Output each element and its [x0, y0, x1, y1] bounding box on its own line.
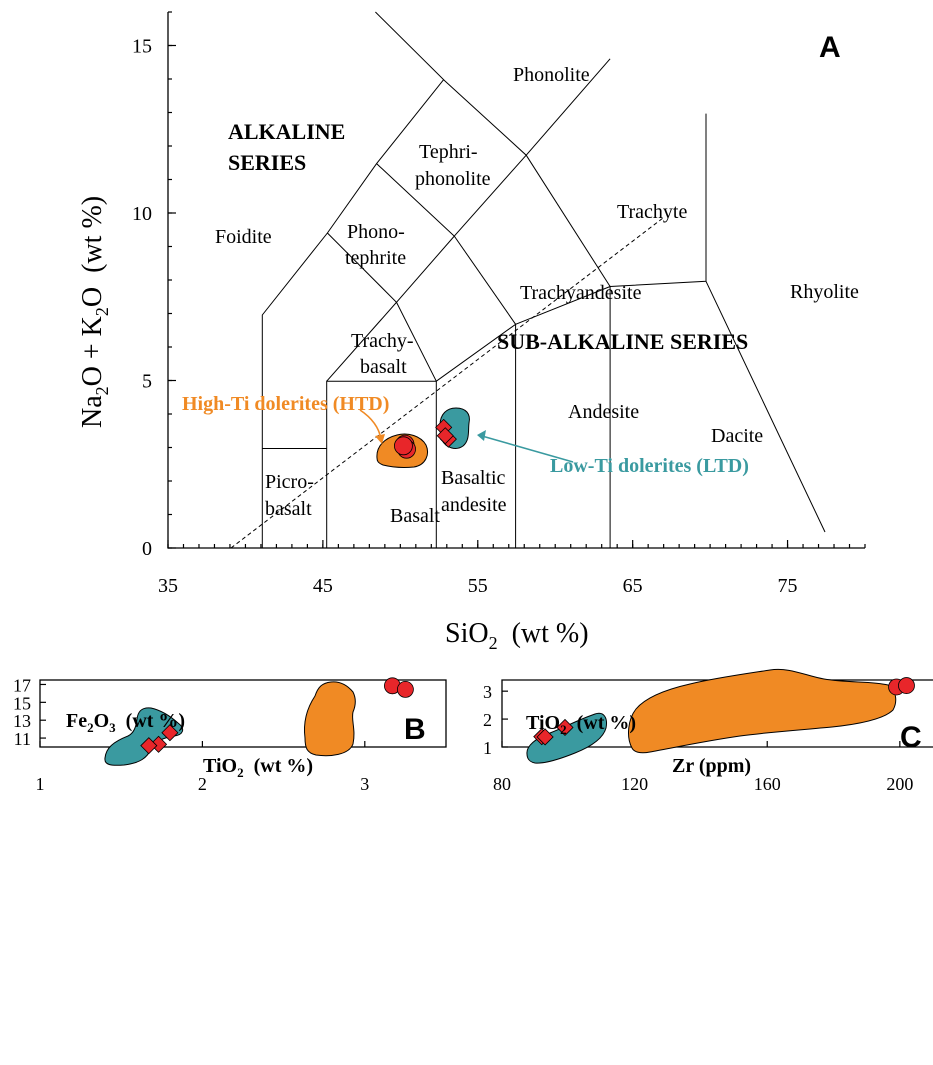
panel-b-points — [140, 677, 414, 755]
y-tick-label: 15 — [13, 693, 31, 713]
htd-annotation: High-Ti dolerites (HTD) — [182, 393, 389, 415]
y-tick-label: 17 — [13, 675, 31, 695]
y-tick-label: 11 — [14, 729, 31, 749]
x-tick-label: 200 — [886, 774, 913, 794]
y-tick-label: 15 — [132, 36, 152, 58]
panel-b-htd-field — [304, 681, 356, 757]
field-label-andesite: Andesite — [568, 401, 639, 423]
field-label-tephri-phonolite: Tephri-phonolite — [415, 141, 491, 190]
htd-point — [394, 436, 413, 456]
panel-a-x-axis-title: SiO2 (wt %) — [445, 618, 589, 653]
x-tick-label: 2 — [198, 774, 207, 794]
panel-c-points — [533, 677, 915, 746]
y-tick-label: 0 — [142, 538, 152, 560]
panel-c-tio2-vs-zr: 80 120 160 200 1 2 3 TiO2 (wt %) C Zr (ppm) — [483, 668, 933, 794]
field-label-trachyandesite: Trachyandesite — [520, 282, 642, 304]
field-label-basaltic-andesite: Basaltic andesite — [441, 467, 507, 516]
ltd-arrow — [477, 430, 574, 463]
panel-a-tas-diagram: 35 45 55 65 75 0 5 10 15 — [77, 11, 866, 653]
subalkaline-series-label: SUB-ALKALINE SERIES — [497, 329, 748, 354]
field-label-trachyte: Trachyte — [617, 201, 687, 223]
x-tick-label: 160 — [754, 774, 781, 794]
y-tick-label: 13 — [13, 711, 31, 731]
y-tick-label: 5 — [142, 371, 152, 393]
ltd-annotation: Low-Ti dolerites (LTD) — [550, 455, 749, 477]
ltd-point — [536, 728, 554, 746]
panel-c-letter: C — [900, 721, 922, 754]
field-label-picro-basalt: Picro-basalt — [265, 471, 314, 520]
x-tick-label: 120 — [621, 774, 648, 794]
x-tick-label: 65 — [623, 575, 643, 597]
x-tick-label: 75 — [778, 575, 798, 597]
y-tick-label: 3 — [483, 682, 492, 702]
panel-b-x-axis-title: TiO2 (wt %) — [203, 755, 313, 780]
x-tick-label: 1 — [36, 774, 45, 794]
panel-c-ticks: 80 120 160 200 1 2 3 — [483, 682, 913, 794]
field-label-trachy-basalt: Trachy-basalt — [351, 330, 414, 378]
ltd-point — [161, 724, 179, 742]
panel-b-ltd-field — [104, 707, 184, 766]
x-tick-label: 55 — [468, 575, 488, 597]
ltd-point — [556, 718, 574, 737]
x-tick-label: 35 — [158, 575, 178, 597]
ltd-point — [140, 737, 158, 755]
field-label-basalt: Basalt — [390, 505, 440, 527]
panel-a-ticks: 35 45 55 65 75 0 5 10 15 — [132, 11, 866, 597]
panel-b-letter: B — [404, 713, 426, 746]
panel-a-y-axis-title: Na2O + K2O(wt %) — [77, 196, 112, 428]
panel-a-letter: A — [819, 31, 841, 64]
y-tick-label: 1 — [483, 738, 492, 758]
alkaline-series-label: ALKALINE SERIES — [228, 119, 345, 175]
panel-b-title: Fe2O3 (wt %) — [66, 710, 185, 735]
x-tick-label: 3 — [360, 774, 369, 794]
htd-point — [396, 680, 414, 698]
field-label-dacite: Dacite — [711, 425, 763, 447]
x-tick-label: 80 — [493, 774, 511, 794]
ltd-point — [436, 427, 454, 445]
panel-c-ltd-field — [526, 712, 607, 764]
panel-a-axes — [167, 12, 865, 549]
field-label-phonolite: Phonolite — [513, 64, 590, 86]
field-label-foidite: Foidite — [215, 226, 272, 248]
field-label-phono-tephrite: Phono-tephrite — [345, 221, 406, 269]
tas-field-boundaries — [230, 11, 826, 549]
field-label-rhyolite: Rhyolite — [790, 281, 859, 303]
htd-point — [898, 677, 915, 694]
htd-arrow — [359, 409, 385, 444]
panel-a-points — [394, 418, 457, 459]
x-tick-label: 45 — [313, 575, 333, 597]
y-tick-label: 2 — [483, 710, 492, 730]
panel-c-title: TiO2 (wt %) — [526, 712, 636, 737]
y-tick-label: 10 — [132, 203, 152, 225]
panel-b-frame — [39, 679, 447, 748]
panel-c-x-axis-title: Zr (ppm) — [672, 755, 751, 777]
panel-c-htd-field — [628, 668, 897, 754]
